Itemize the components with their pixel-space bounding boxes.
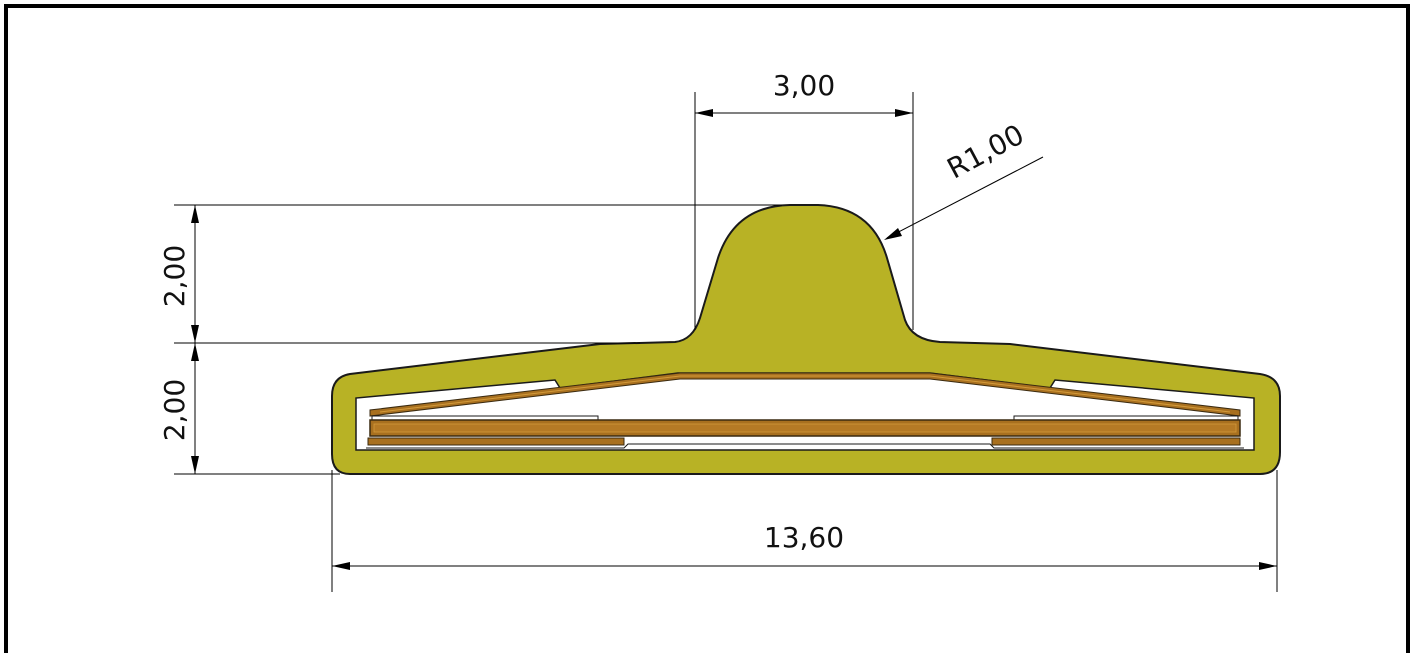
drawing-frame — [4, 4, 1410, 653]
dim-overall-arrow-left — [332, 562, 350, 570]
copper-strip-main-inner — [373, 423, 1237, 433]
copper-strip-bottom-left — [367, 437, 625, 446]
dim-upper-arrow-bottom — [191, 325, 199, 343]
copper-strip-upper-highlight — [379, 375, 1231, 413]
copper-strip-bottom-right — [991, 437, 1241, 446]
copper-strip-upper — [369, 372, 1241, 417]
dim-top-width-label: 3,00 — [773, 69, 835, 102]
dim-lower-height-label: 2,00 — [158, 379, 191, 441]
dim-radius-label: R1,00 — [942, 118, 1030, 186]
cavity-floor-step — [366, 443, 1244, 449]
dim-top-arrow-left — [695, 109, 713, 117]
dim-upper-height-label: 2,00 — [158, 245, 191, 307]
dim-overall-width-label: 13,60 — [764, 521, 844, 554]
dim-lower-arrow-top — [191, 343, 199, 361]
dim-overall-arrow-right — [1259, 562, 1277, 570]
dim-radius-arrow — [884, 228, 902, 240]
dim-lower-arrow-bottom — [191, 456, 199, 474]
dim-upper-arrow-top — [191, 205, 199, 223]
dim-top-arrow-right — [895, 109, 913, 117]
dim-radius-leader — [886, 156, 1044, 239]
